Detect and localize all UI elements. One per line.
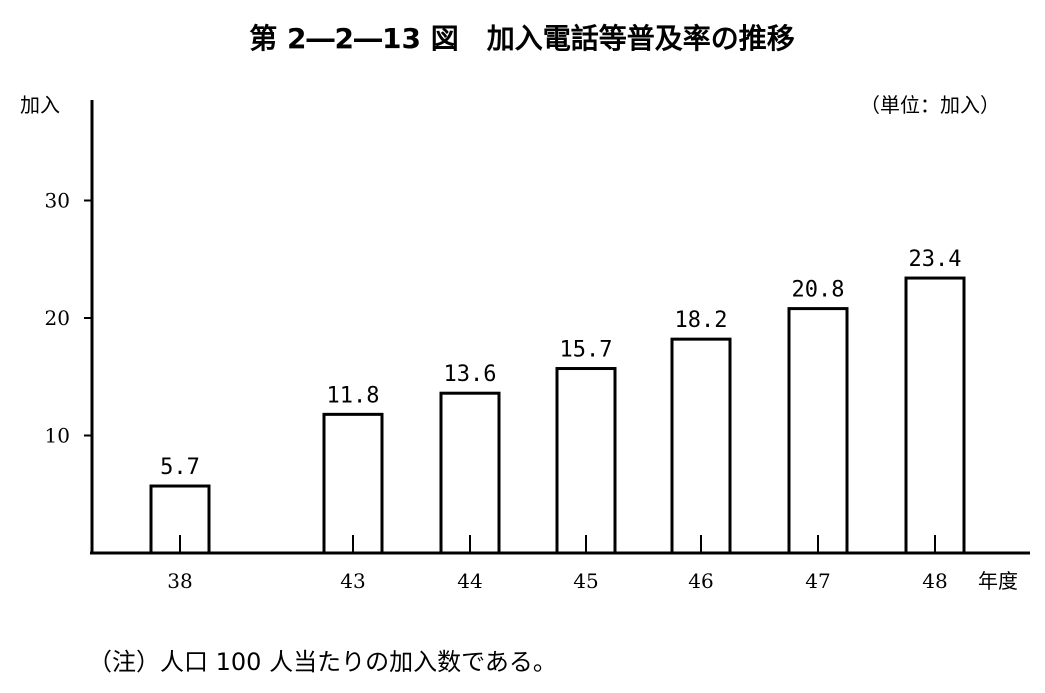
bar-value-label: 13.6: [444, 362, 497, 387]
bar: [787, 307, 849, 555]
x-tick-label: 48: [922, 569, 947, 593]
x-tick-label: 43: [340, 569, 365, 593]
y-tick-label: 20: [45, 306, 70, 330]
bar-value-label: 11.8: [327, 383, 380, 408]
bar: [904, 276, 966, 555]
bar-value-label: 18.2: [675, 308, 728, 333]
bar-value-label: 20.8: [792, 278, 845, 303]
bar: [555, 367, 617, 555]
y-axis-label: 加入: [20, 93, 60, 117]
chart-title: 第 2―2―13 図 加入電話等普及率の推移: [249, 22, 794, 55]
footnote: （注）人口 100 人当たりの加入数である。: [88, 648, 557, 676]
x-tick-label: 45: [573, 569, 598, 593]
bar: [322, 412, 384, 555]
x-tick-label: 44: [457, 569, 482, 593]
y-tick-label: 30: [45, 189, 70, 213]
x-tick-label: 47: [805, 569, 830, 593]
unit-note: （単位：加入）: [860, 93, 1000, 117]
x-tick-label: 38: [167, 569, 192, 593]
bar: [670, 337, 732, 555]
bar-value-label: 23.4: [909, 247, 962, 272]
bar-value-label: 5.7: [160, 455, 200, 480]
x-tick-label: 46: [688, 569, 713, 593]
x-axis-label: 年度: [978, 569, 1018, 593]
y-tick-label: 10: [45, 424, 70, 448]
bar: [439, 391, 501, 555]
bar-value-label: 15.7: [560, 338, 613, 363]
